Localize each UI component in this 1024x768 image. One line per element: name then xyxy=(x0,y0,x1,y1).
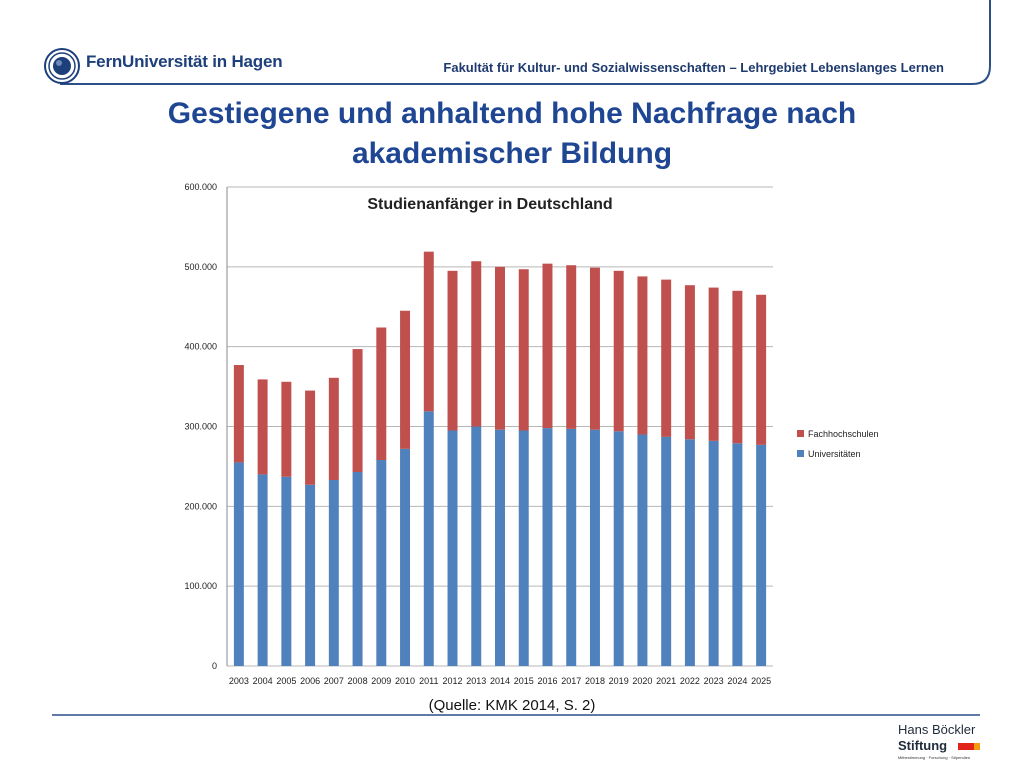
bar-fachhochschulen xyxy=(684,285,695,440)
sponsor-color-bar-icon xyxy=(958,743,974,750)
legend-label: Fachhochschulen xyxy=(808,429,879,439)
bar-fachhochschulen xyxy=(613,270,624,432)
x-tick-label: 2023 xyxy=(704,676,724,686)
bar-fachhochschulen xyxy=(423,251,434,412)
bar-fachhochschulen xyxy=(637,276,648,435)
x-tick-label: 2014 xyxy=(490,676,510,686)
studienanfaenger-chart: 0 100.000 200.000 300.000 400.000 500.000 600.… xyxy=(184,182,879,686)
bar-fachhochschulen xyxy=(589,267,600,430)
y-tick-label: 200.000 xyxy=(184,501,217,511)
bar-universitaeten xyxy=(518,430,529,666)
legend-swatch xyxy=(797,430,804,437)
logo-text: FernUniversität in Hagen xyxy=(86,52,283,71)
bar-universitaeten xyxy=(589,429,600,666)
slide-title-line2: akademischer Bildung xyxy=(351,137,673,170)
bar-fachhochschulen xyxy=(495,266,505,430)
sponsor-tagline: Mitbestimmung · Forschung · Stipendien xyxy=(898,755,971,760)
y-tick-label: 100.000 xyxy=(184,581,217,591)
bar-fachhochschulen xyxy=(257,379,268,475)
chart-title: Studienanfänger in Deutschland xyxy=(367,196,612,213)
bar-universitaeten xyxy=(471,426,482,666)
x-tick-label: 2017 xyxy=(561,676,581,686)
x-tick-label: 2022 xyxy=(680,676,700,686)
bar-universitaeten xyxy=(305,484,316,666)
bar-fachhochschulen xyxy=(661,279,672,437)
bar-fachhochschulen xyxy=(566,265,577,429)
bar-fachhochschulen xyxy=(756,294,767,445)
x-tick-label: 2007 xyxy=(324,676,344,686)
bar-universitaeten xyxy=(423,411,434,666)
x-tick-label: 2005 xyxy=(276,676,296,686)
bar-universitaeten xyxy=(281,476,292,666)
slide-title-line1: Gestiegene und anhaltend hohe Nachfrage … xyxy=(167,97,857,130)
bar-universitaeten xyxy=(352,472,363,666)
x-tick-label: 2010 xyxy=(395,676,415,686)
bar-universitaeten xyxy=(566,428,577,666)
fernuni-logo-icon xyxy=(44,48,80,84)
legend-label: Universitäten xyxy=(808,449,861,459)
bar-fachhochschulen xyxy=(708,287,719,441)
bar-universitaeten xyxy=(233,462,244,666)
bar-fachhochschulen xyxy=(542,263,553,429)
bar-universitaeten xyxy=(684,439,695,666)
bar-universitaeten xyxy=(257,474,268,666)
x-tick-label: 2003 xyxy=(229,676,249,686)
x-tick-label: 2009 xyxy=(371,676,391,686)
y-tick-label: 400.000 xyxy=(184,342,217,352)
x-tick-label: 2024 xyxy=(727,676,747,686)
x-tick-label: 2008 xyxy=(348,676,368,686)
sponsor-line1: Hans Böckler xyxy=(898,722,976,737)
bar-universitaeten xyxy=(542,428,553,666)
x-tick-label: 2016 xyxy=(537,676,557,686)
bar-universitaeten xyxy=(732,443,743,666)
source-citation: (Quelle: KMK 2014, S. 2) xyxy=(428,697,596,714)
x-tick-label: 2004 xyxy=(253,676,273,686)
bar-fachhochschulen xyxy=(352,349,363,473)
sponsor-color-bar2-icon xyxy=(974,743,980,750)
bar-fachhochschulen xyxy=(732,290,743,444)
bar-universitaeten xyxy=(447,430,458,666)
x-tick-label: 2018 xyxy=(585,676,605,686)
bar-fachhochschulen xyxy=(305,390,316,485)
bar-fachhochschulen xyxy=(233,365,244,463)
bar-universitaeten xyxy=(708,440,719,666)
bar-universitaeten xyxy=(613,431,624,666)
y-tick-label: 0 xyxy=(212,661,217,671)
bar-universitaeten xyxy=(495,429,505,666)
x-tick-label: 2006 xyxy=(300,676,320,686)
x-tick-label: 2021 xyxy=(656,676,676,686)
hans-boeckler-logo: Hans Böckler Stiftung Mitbestimmung · Fo… xyxy=(898,722,988,766)
bar-universitaeten xyxy=(637,434,648,666)
sponsor-line2: Stiftung xyxy=(898,738,948,753)
x-tick-label: 2012 xyxy=(443,676,463,686)
bar-fachhochschulen xyxy=(471,261,482,427)
bar-fachhochschulen xyxy=(376,327,387,461)
x-tick-label: 2011 xyxy=(419,676,438,686)
slide-title: Gestiegene und anhaltend hohe Nachfrage … xyxy=(80,94,944,174)
x-tick-label: 2019 xyxy=(609,676,629,686)
x-tick-label: 2013 xyxy=(466,676,486,686)
bar-fachhochschulen xyxy=(518,269,529,431)
bar-universitaeten xyxy=(756,444,767,666)
faculty-header: Fakultät für Kultur- und Sozialwissensch… xyxy=(443,60,944,75)
bar-fachhochschulen xyxy=(281,381,292,477)
bar-universitaeten xyxy=(328,479,339,666)
x-tick-label: 2025 xyxy=(751,676,771,686)
bar-universitaeten xyxy=(400,448,411,666)
bar-fachhochschulen xyxy=(447,270,458,431)
x-tick-label: 2020 xyxy=(632,676,652,686)
bar-universitaeten xyxy=(376,460,387,666)
bar-fachhochschulen xyxy=(400,310,411,449)
y-tick-label: 300.000 xyxy=(184,422,217,432)
y-tick-label: 600.000 xyxy=(184,182,217,192)
y-tick-label: 500.000 xyxy=(184,262,217,272)
x-tick-label: 2015 xyxy=(514,676,534,686)
legend-swatch xyxy=(797,450,804,457)
bar-universitaeten xyxy=(661,436,672,666)
fernuni-logo xyxy=(40,46,250,86)
bar-fachhochschulen xyxy=(328,377,339,480)
